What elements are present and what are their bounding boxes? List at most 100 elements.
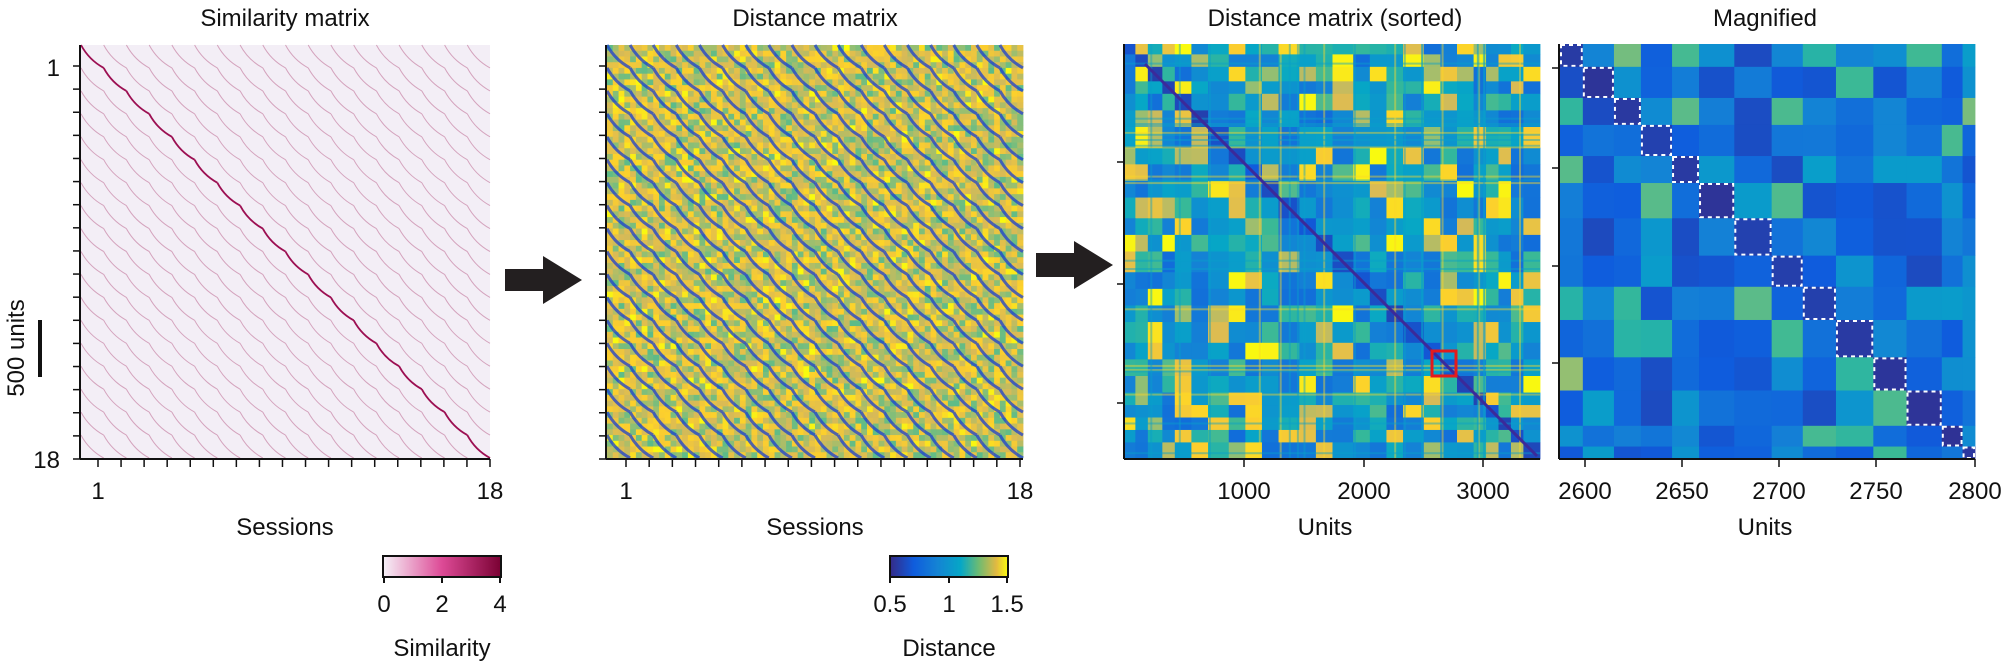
distance-cell xyxy=(959,354,966,361)
distance-cell xyxy=(867,274,874,281)
distance-cell xyxy=(728,406,735,413)
distance-cell xyxy=(739,423,747,430)
distance-cell xyxy=(607,377,614,384)
distance-cell xyxy=(664,349,671,356)
distance-cell xyxy=(780,165,787,172)
distance-cell xyxy=(982,303,989,310)
distance-cell xyxy=(867,245,874,252)
distance-cell xyxy=(687,90,695,98)
distance-cell xyxy=(791,73,799,80)
distance-cell xyxy=(855,45,862,52)
distance-cell xyxy=(895,73,903,80)
distance-cell xyxy=(994,119,1001,126)
distance-cell xyxy=(953,400,960,407)
distance-cell xyxy=(705,366,712,373)
distance-cell xyxy=(999,400,1007,407)
distance-cell xyxy=(826,102,833,109)
distance-cell xyxy=(734,234,741,241)
distance-cell xyxy=(664,291,671,298)
distance-cell xyxy=(965,429,972,436)
distance-cell xyxy=(786,435,793,442)
distance-cell xyxy=(959,314,966,321)
distance-cell xyxy=(734,291,741,298)
distance-cell xyxy=(797,251,804,258)
distance-cell xyxy=(647,435,654,442)
distance-cell xyxy=(988,262,995,270)
distance-cell xyxy=(994,297,1001,304)
distance-cell xyxy=(1017,251,1024,258)
similarity-diagonal-band xyxy=(80,159,377,459)
distance-cell xyxy=(965,56,972,63)
distance-cell xyxy=(705,211,712,218)
distance-cell xyxy=(872,412,879,419)
distance-cell xyxy=(653,262,660,270)
distance-cell xyxy=(630,234,637,241)
distance-cell xyxy=(716,274,723,281)
distance-cell xyxy=(947,354,955,361)
distance-heatmap xyxy=(605,44,1024,460)
distance-cell xyxy=(786,113,793,120)
distance-cell xyxy=(803,297,810,304)
distance-cell xyxy=(976,131,983,138)
distance-cell xyxy=(878,165,885,172)
distance-cell xyxy=(711,148,718,155)
distance-cell xyxy=(607,165,614,172)
distance-cell xyxy=(624,349,631,356)
distance-cell xyxy=(780,360,787,367)
distance-cell xyxy=(630,262,637,270)
distance-cell xyxy=(728,96,735,103)
distance-cell xyxy=(803,354,810,361)
distance-cell xyxy=(907,303,914,310)
distance-cell xyxy=(664,125,671,132)
distance-cell xyxy=(1017,412,1024,419)
distance-cell xyxy=(913,113,920,120)
distance-cell xyxy=(653,50,660,57)
distance-cell xyxy=(687,199,695,207)
distance-cell xyxy=(901,194,908,201)
distance-cell xyxy=(618,417,625,424)
distance-cell xyxy=(774,85,781,92)
distance-cell xyxy=(913,50,920,57)
distance-cell xyxy=(607,234,614,241)
distance-cell xyxy=(976,349,983,356)
distance-cell xyxy=(843,217,851,224)
distance-cell xyxy=(947,280,955,287)
distance-cell xyxy=(907,194,914,201)
distance-cell xyxy=(895,211,903,218)
distance-cell xyxy=(947,435,955,442)
distance-cell xyxy=(693,251,700,258)
distance-cell xyxy=(664,148,671,155)
distance-cell xyxy=(664,417,671,424)
distance-cell xyxy=(624,343,631,350)
distance-cell xyxy=(774,251,781,258)
distance-cell xyxy=(959,56,966,63)
distance-cell xyxy=(988,176,995,184)
distance-cell xyxy=(1005,389,1012,396)
distance-cell xyxy=(971,417,978,424)
distance-cell xyxy=(1005,262,1012,270)
distance-cell xyxy=(988,159,995,166)
distance-cell xyxy=(947,45,955,52)
similarity-diagonal-band xyxy=(239,44,491,298)
distance-cell xyxy=(843,360,851,367)
distance-cell xyxy=(687,412,695,419)
distance-cell xyxy=(780,67,787,75)
distance-cell xyxy=(838,153,845,161)
distance-cell xyxy=(965,400,972,407)
distance-cell xyxy=(774,108,781,115)
distance-cell xyxy=(832,285,839,293)
distance-cell xyxy=(618,165,625,172)
distance-cell xyxy=(959,245,966,252)
distance-cell xyxy=(884,85,891,92)
distance-cell xyxy=(682,274,689,281)
distance-cell xyxy=(711,119,718,126)
distance-cell xyxy=(988,245,995,252)
distance-cell xyxy=(976,125,983,132)
distance-cell xyxy=(786,280,793,287)
distance-cell xyxy=(953,188,960,195)
distance-cell xyxy=(855,371,862,379)
distance-cell xyxy=(780,205,787,212)
distance-cell xyxy=(815,79,822,86)
distance-cell xyxy=(722,62,729,69)
distance-cell xyxy=(624,354,631,361)
